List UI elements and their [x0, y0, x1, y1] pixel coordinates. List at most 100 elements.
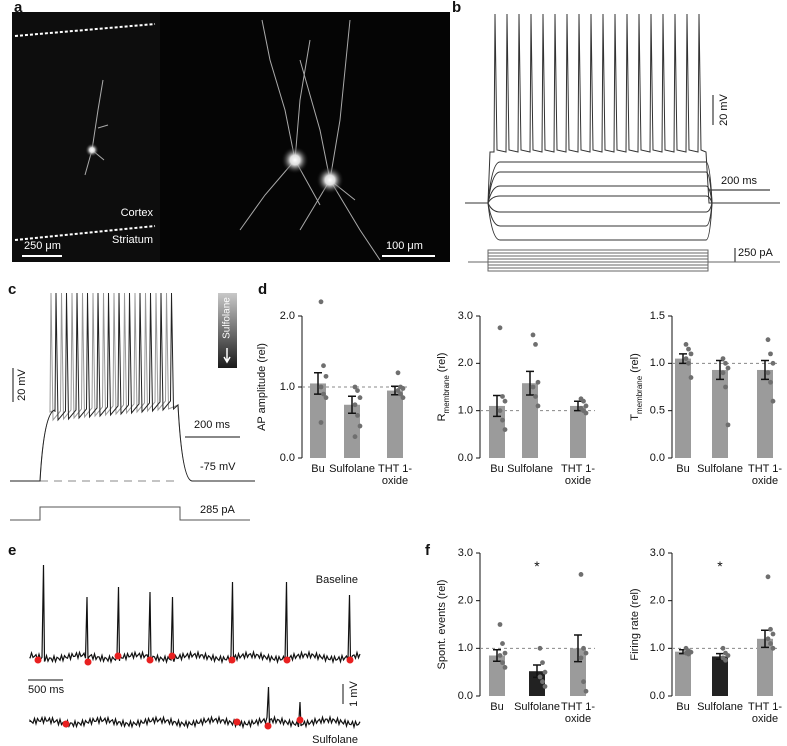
- event-marker: [34, 656, 42, 664]
- panel-letter: e: [8, 542, 16, 559]
- bar: [489, 655, 505, 696]
- neuron-soma: [85, 143, 99, 157]
- y-tick-label: 1.0: [650, 642, 665, 654]
- y-axis-label-part: T: [629, 414, 641, 421]
- x-tick-label: THT 1-oxide: [560, 463, 596, 487]
- data-point: [497, 622, 503, 627]
- data-point: [400, 386, 406, 391]
- data-point: [500, 394, 505, 399]
- data-point: [318, 420, 324, 425]
- data-point: [683, 342, 689, 347]
- x-tick-label: THT 1-oxide: [377, 463, 413, 487]
- x-tick-label: Bu: [311, 463, 325, 475]
- error-bar: [761, 629, 769, 649]
- data-point: [321, 363, 326, 369]
- event-marker: [296, 716, 304, 724]
- data-point: [400, 395, 406, 401]
- trace: [465, 13, 780, 204]
- data-point: [770, 360, 776, 366]
- event-marker: [264, 722, 272, 730]
- data-point: [318, 384, 324, 390]
- bar: [570, 648, 586, 696]
- y-tick-label: 3.0: [650, 547, 665, 559]
- annotation: *: [717, 558, 723, 574]
- bar: [757, 638, 773, 696]
- boundary-line: [14, 225, 156, 241]
- data-point: [502, 427, 508, 432]
- x-tick-label: Bu: [490, 463, 504, 475]
- y-tick-label: 1.0: [650, 357, 665, 369]
- y-tick-label: 0.5: [650, 405, 665, 417]
- data-point: [533, 342, 538, 347]
- data-point: [355, 413, 360, 418]
- y-tick-label: 0.0: [280, 452, 295, 464]
- data-point: [723, 384, 728, 390]
- data-point: [542, 684, 548, 689]
- data-point: [500, 641, 505, 646]
- data-point: [768, 626, 773, 632]
- scale-label: 1 mV: [348, 681, 360, 707]
- x-tick-label: Sulfolane: [697, 463, 743, 475]
- drug-label: Sulfolane: [222, 297, 233, 339]
- data-point: [725, 653, 731, 658]
- micrograph-left: [12, 12, 160, 262]
- y-tick-label: 1.0: [458, 642, 473, 654]
- data-point: [725, 422, 731, 428]
- current-label: 285 pA: [200, 504, 236, 516]
- data-point: [318, 299, 324, 305]
- trace: [29, 564, 361, 665]
- error-bar: [574, 634, 582, 663]
- scale-label: 100 μm: [386, 240, 423, 252]
- data-point: [395, 388, 401, 393]
- x-tick-label: Bu: [676, 463, 690, 475]
- annotation: *: [534, 558, 540, 574]
- potential-label: -75 mV: [200, 461, 236, 473]
- panel-letter: d: [258, 281, 267, 298]
- bar: [522, 383, 538, 458]
- data-point: [770, 398, 776, 404]
- error-bar: [493, 394, 501, 418]
- error-bar: [526, 370, 534, 396]
- data-point: [768, 379, 773, 385]
- data-point: [688, 351, 694, 357]
- scale-label: 20 mV: [16, 368, 28, 400]
- data-point: [768, 641, 773, 646]
- data-point: [581, 679, 586, 685]
- data-point: [497, 325, 503, 331]
- panel-letter: c: [8, 281, 16, 298]
- y-tick-label: 0.0: [458, 690, 473, 702]
- x-tick-label: THT 1-oxide: [747, 701, 783, 725]
- data-point: [725, 365, 731, 371]
- data-point: [686, 651, 691, 657]
- data-point: [395, 370, 401, 376]
- arrow: [223, 348, 231, 364]
- x-tick-label: Sulfolane: [697, 701, 743, 713]
- panel-letter: a: [14, 0, 23, 16]
- trace-label: Baseline: [316, 574, 358, 586]
- y-axis-label: Rmembrane (rel): [436, 353, 451, 422]
- boundary-line: [14, 23, 156, 37]
- neuron-soma: [316, 166, 344, 194]
- data-point: [765, 337, 771, 343]
- drug-gradient: [218, 293, 237, 368]
- data-point: [530, 332, 536, 338]
- trace-label: Sulfolane: [312, 734, 358, 746]
- error-bar: [679, 353, 687, 365]
- data-point: [398, 391, 403, 397]
- trace: [468, 249, 780, 272]
- data-point: [500, 660, 505, 666]
- data-point: [323, 373, 329, 379]
- event-marker: [283, 656, 291, 664]
- data-point: [765, 370, 771, 376]
- data-point: [497, 653, 503, 658]
- data-point: [583, 403, 589, 409]
- region-label: Cortex: [121, 207, 154, 219]
- data-point: [770, 645, 776, 651]
- data-point: [770, 631, 776, 637]
- data-point: [537, 645, 543, 651]
- data-point: [723, 360, 728, 366]
- bar: [757, 369, 773, 458]
- y-tick-label: 1.5: [650, 310, 665, 322]
